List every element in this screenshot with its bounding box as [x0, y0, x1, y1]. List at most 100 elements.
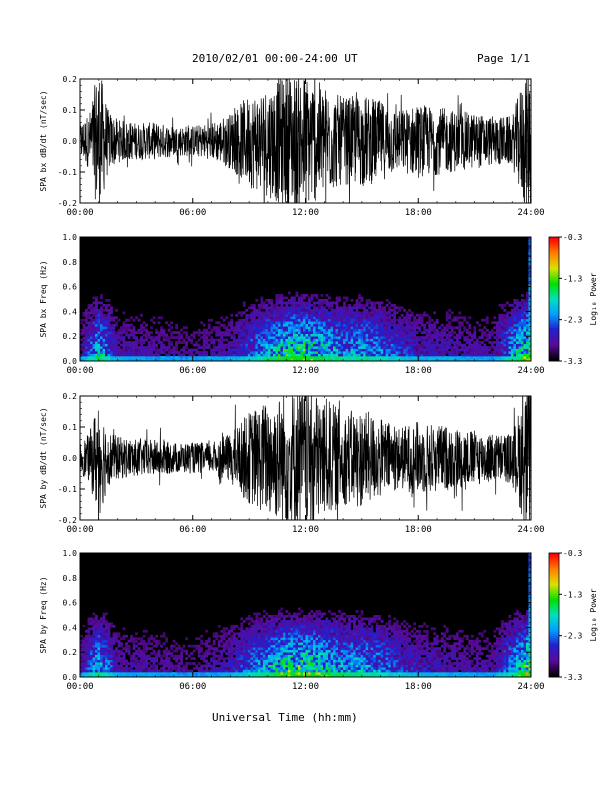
spectrogram-cell — [100, 659, 103, 663]
spectrogram-cell — [302, 306, 306, 310]
spectrogram-cell — [240, 674, 244, 678]
spectrogram-cell — [95, 358, 98, 362]
spectrogram-cell — [232, 667, 236, 670]
spectrogram-cell — [125, 358, 128, 362]
spectrogram-cell — [358, 341, 361, 344]
spectrogram-cell — [235, 642, 239, 646]
spectrogram-cell — [150, 343, 153, 347]
spectrogram-cell — [423, 338, 427, 342]
spectrogram-cell — [82, 642, 86, 646]
spectrogram-cell — [302, 321, 306, 325]
spectrogram-cell — [260, 313, 264, 317]
colorbar-segment — [549, 249, 559, 252]
spectrogram-cell — [97, 632, 101, 636]
spectrogram-cell — [287, 311, 291, 315]
spectrogram-cell — [250, 323, 254, 327]
spectrogram-cell — [155, 331, 158, 335]
spectrogram-cell — [102, 662, 106, 665]
spectrogram-cell — [340, 318, 344, 322]
spectrogram-cell — [300, 306, 304, 310]
spectrogram-cell — [185, 662, 189, 665]
spectrogram-cell — [267, 622, 271, 626]
spectrogram-cell — [265, 652, 269, 655]
spectrogram-cell — [440, 341, 444, 344]
spectrogram-cell — [210, 328, 214, 332]
spectrogram-cell — [360, 313, 364, 317]
spectrogram-cell — [498, 343, 502, 347]
spectrogram-cell — [323, 299, 326, 302]
spectrogram-cell — [495, 323, 499, 327]
spectrogram-cell — [97, 657, 101, 660]
spectrogram-cell — [380, 326, 384, 330]
spectrogram-cell — [365, 348, 369, 352]
spectrogram-cell — [495, 353, 499, 357]
spectrogram-cell — [277, 316, 281, 320]
spectrogram-cell — [282, 328, 286, 332]
spectrogram-cell — [142, 669, 146, 673]
spectrogram-cell — [368, 343, 371, 347]
spectrogram-cell — [493, 321, 497, 325]
spectrogram-cell — [117, 358, 121, 362]
spectrogram-cell — [505, 311, 509, 315]
spectrogram-cell — [282, 316, 286, 320]
y-tick-label: 0.2 — [63, 75, 78, 84]
spectrogram-cell — [82, 662, 86, 665]
spectrogram-cell — [207, 664, 211, 668]
spectrogram-cell — [255, 341, 259, 344]
spectrogram-cell — [260, 637, 264, 641]
spectrogram-cell — [170, 356, 174, 359]
spectrogram-cell — [255, 343, 259, 347]
spectrogram-cell — [90, 642, 93, 646]
spectrogram-cell — [147, 654, 151, 658]
spectrogram-cell — [247, 346, 251, 349]
spectrogram-cell — [150, 642, 153, 646]
spectrogram-cell — [135, 316, 138, 320]
spectrogram-cell — [355, 311, 359, 315]
spectrogram-cell — [142, 639, 146, 643]
spectrogram-cell — [85, 644, 88, 648]
spectrogram-cell — [140, 338, 143, 342]
spectrogram-cell — [100, 662, 103, 665]
spectrogram-cell — [348, 348, 351, 352]
spectrogram-cell — [162, 634, 166, 638]
spectrogram-cell — [380, 343, 384, 347]
spectrogram-cell — [165, 336, 168, 339]
spectrogram-cell — [518, 326, 522, 330]
spectrogram-cell — [135, 348, 138, 352]
spectrogram-cell — [140, 336, 143, 339]
spectrogram-cell — [513, 299, 517, 302]
spectrogram-cell — [310, 313, 314, 317]
spectrogram-cell — [340, 331, 344, 335]
spectrogram-cell — [135, 341, 138, 344]
spectrogram-cell — [415, 358, 419, 362]
spectrogram-cell — [528, 249, 532, 253]
spectrogram-cell — [257, 358, 261, 362]
spectrogram-cell — [398, 348, 402, 352]
spectrogram-cell — [185, 637, 189, 641]
spectrogram-cell — [207, 674, 211, 678]
spectrogram-cell — [162, 642, 166, 646]
spectrogram-cell — [275, 308, 279, 312]
spectrogram-cell — [105, 331, 108, 335]
spectrogram-cell — [217, 662, 221, 665]
spectrogram-cell — [302, 296, 306, 300]
spectrogram-cell — [102, 649, 106, 653]
spectrogram-cell — [162, 351, 166, 354]
spectrogram-cell — [355, 318, 359, 322]
spectrogram-cell — [528, 336, 532, 339]
spectrogram-cell — [257, 612, 261, 616]
spectrogram-cell — [473, 343, 477, 347]
spectrogram-cell — [305, 318, 309, 322]
spectrogram-cell — [473, 356, 477, 359]
spectrogram-cell — [300, 348, 304, 352]
colorbar-segment — [549, 243, 559, 246]
spectrogram-cell — [265, 303, 269, 307]
spectrogram-cell — [378, 358, 381, 362]
spectrogram-cell — [175, 351, 179, 354]
spectrogram-cell — [448, 313, 452, 317]
spectrogram-cell — [493, 348, 497, 352]
colorbar-frame — [548, 236, 560, 362]
spectrogram-cell — [403, 318, 407, 322]
spectrogram-cell — [498, 351, 502, 354]
spectrogram-cell — [480, 318, 484, 322]
